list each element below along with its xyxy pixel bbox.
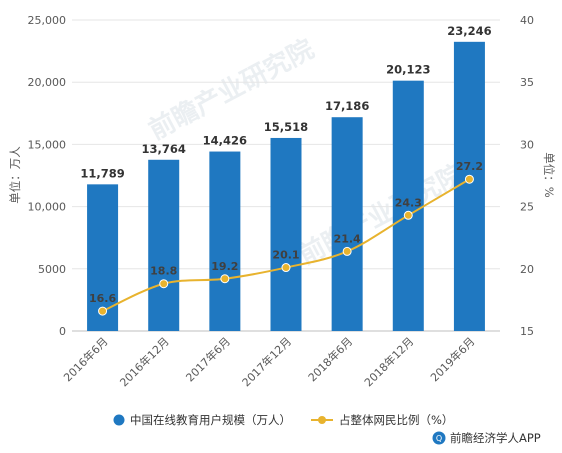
left-axis-ticks: 0 5000 10,000 15,000 20,000 25,000 [28, 14, 67, 338]
x-tick-label: 2018年12月 [361, 334, 416, 389]
y2-tick-label: 30 [520, 138, 534, 151]
bar [148, 159, 180, 331]
y2-tick-label: 25 [520, 201, 534, 214]
logo-icon [432, 431, 446, 445]
bar-value-label: 11,789 [80, 166, 124, 180]
line-value-label: 24.3 [395, 196, 422, 209]
bar-value-label: 20,123 [386, 63, 430, 77]
line-value-label: 16.6 [89, 292, 116, 305]
line-point [342, 246, 352, 256]
y-tick-label: 15,000 [28, 138, 67, 151]
y-tick-label: 20,000 [28, 76, 67, 89]
y-tick-label: 25,000 [28, 14, 67, 27]
credit-text: 前瞻经济学人APP [450, 431, 541, 445]
bar [392, 80, 424, 331]
y-tick-label: 0 [59, 325, 66, 338]
left-axis-title: 单位：万人 [8, 146, 22, 204]
line-point [220, 274, 230, 284]
bar-value-label: 15,518 [264, 120, 308, 134]
legend-bar-marker [113, 414, 125, 426]
legend: 中国在线教育用户规模（万人） 占整体网民比例（%） [113, 413, 453, 427]
legend-line-label: 占整体网民比例（%） [339, 413, 453, 427]
bar-value-label: 17,186 [325, 99, 369, 113]
logo-icon-glyph: Q [436, 434, 442, 443]
x-tick-label: 2016年12月 [117, 334, 172, 389]
x-tick-label: 2018年6月 [305, 334, 355, 384]
legend-line-dot [318, 416, 326, 424]
y2-tick-label: 15 [520, 325, 534, 338]
line-point [403, 210, 413, 220]
x-axis-ticks: 2016年6月 2016年12月 2017年6月 2017年12月 2018年6月 201… [60, 334, 477, 389]
bar-value-label: 14,426 [203, 134, 247, 148]
legend-item-bar: 中国在线教育用户规模（万人） [113, 413, 291, 427]
line-value-label: 27.2 [456, 160, 483, 173]
line-value-label: 18.8 [150, 265, 177, 278]
line-series: 16.6 18.8 19.2 20.1 21.4 24.3 27.2 [89, 160, 483, 316]
watermark-text: 前瞻产业研究院 [294, 158, 469, 271]
line-value-label: 21.4 [334, 232, 361, 245]
x-tick-label: 2017年12月 [239, 334, 294, 389]
y-tick-label: 5000 [38, 263, 66, 276]
credit: Q 前瞻经济学人APP [432, 431, 541, 445]
legend-item-line: 占整体网民比例（%） [311, 413, 453, 427]
x-tick-label: 2019年6月 [427, 334, 477, 384]
right-axis-ticks: 15 20 25 30 35 40 [520, 14, 534, 338]
line-value-label: 20.1 [272, 249, 299, 262]
line-point [159, 279, 169, 289]
line-value-label: 19.2 [211, 260, 238, 273]
y-tick-label: 10,000 [28, 201, 67, 214]
x-tick-label: 2016年6月 [60, 334, 110, 384]
legend-bar-label: 中国在线教育用户规模（万人） [130, 413, 291, 427]
line-point [464, 174, 474, 184]
bar-value-label: 23,246 [447, 24, 491, 38]
bar-value-label: 13,764 [142, 142, 186, 156]
y2-tick-label: 20 [520, 263, 534, 276]
y2-tick-label: 35 [520, 76, 534, 89]
bar [270, 137, 302, 331]
line-point [98, 306, 108, 316]
y2-tick-label: 40 [520, 14, 534, 27]
line-point [281, 263, 291, 273]
bar [331, 117, 363, 331]
bar [209, 151, 241, 331]
x-tick-label: 2017年6月 [183, 334, 233, 384]
right-axis-title: 单位：% [542, 152, 556, 197]
bar-series: 11,789 13,764 14,426 15,518 17,186 20,123 23,2… [80, 24, 492, 331]
